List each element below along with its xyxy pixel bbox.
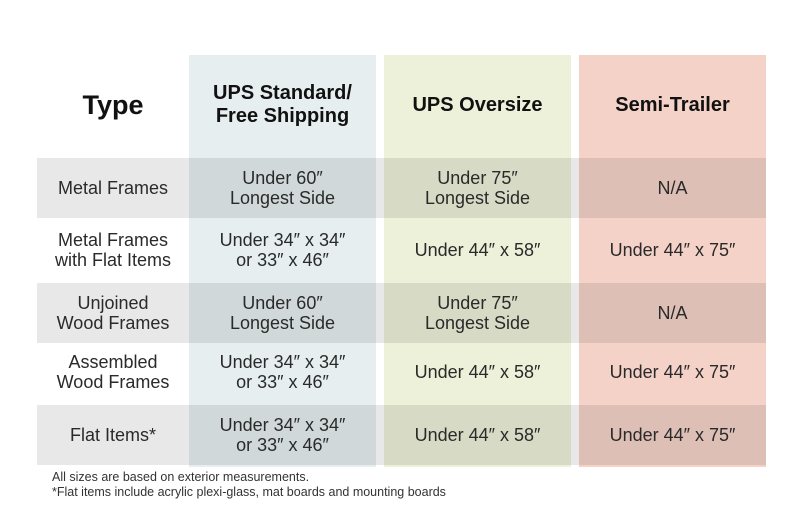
row-4-type-line1: Assembled: [68, 352, 158, 372]
row-3-type: Unjoined Wood Frames: [37, 283, 189, 343]
footnote-exterior: All sizes are based on exterior measurem…: [52, 470, 310, 484]
row-5-ups-oversize-line1: Under 44″ x 58″: [414, 425, 541, 445]
row-2-semi-trailer-line1: Under 44″ x 75″: [609, 240, 736, 260]
row-5-type-line1: Flat Items*: [69, 425, 157, 445]
row-2-ups-standard-line1: Under 34″ x 34″: [219, 230, 346, 250]
row-1-ups-standard-line1: Under 60″: [242, 168, 323, 188]
row-3-ups-oversize-line2: Longest Side: [424, 313, 531, 333]
header-type-label: Type: [82, 89, 144, 120]
footnote-flat-items: *Flat items include acrylic plexi-glass,…: [52, 485, 446, 499]
header-semi-trailer: Semi-Trailer: [579, 75, 766, 135]
row-band-3: [37, 283, 766, 343]
row-5-ups-standard-line1: Under 34″ x 34″: [219, 415, 346, 435]
row-2-ups-oversize: Under 44″ x 58″: [384, 220, 571, 280]
row-3-type-line2: Wood Frames: [56, 313, 170, 333]
row-5-ups-oversize: Under 44″ x 58″: [384, 405, 571, 465]
row-4-ups-oversize: Under 44″ x 58″: [384, 342, 571, 402]
header-ups-oversize-label: UPS Oversize: [412, 93, 543, 116]
row-1-ups-oversize: Under 75″ Longest Side: [384, 158, 571, 218]
row-3-ups-oversize: Under 75″ Longest Side: [384, 283, 571, 343]
row-1-type: Metal Frames: [37, 158, 189, 218]
row-5-ups-standard: Under 34″ x 34″ or 33″ x 46″: [189, 405, 376, 465]
row-3-semi-trailer-line1: N/A: [657, 303, 688, 323]
row-3-ups-oversize-line1: Under 75″: [437, 293, 518, 313]
ups-standard-column-bg: [189, 55, 376, 467]
header-ups-standard-line2: Free Shipping: [215, 105, 350, 127]
row-4-type-line2: Wood Frames: [56, 372, 170, 392]
semi-trailer-column-bg: [579, 55, 766, 467]
row-5-semi-trailer-line1: Under 44″ x 75″: [609, 425, 736, 445]
row-3-ups-standard: Under 60″ Longest Side: [189, 283, 376, 343]
row-1-ups-oversize-line1: Under 75″: [437, 168, 518, 188]
header-ups-standard-line1: UPS Standard/: [213, 82, 352, 104]
row-2-ups-oversize-line1: Under 44″ x 58″: [414, 240, 541, 260]
row-4-ups-standard-line1: Under 34″ x 34″: [219, 352, 346, 372]
row-5-semi-trailer: Under 44″ x 75″: [579, 405, 766, 465]
row-4-ups-standard: Under 34″ x 34″ or 33″ x 46″: [189, 342, 376, 402]
row-3-semi-trailer: N/A: [579, 283, 766, 343]
row-5-type: Flat Items*: [37, 405, 189, 465]
row-3-type-line1: Unjoined: [77, 293, 149, 313]
row-3-ups-standard-line2: Longest Side: [229, 313, 336, 333]
row-2-type-line2: with Flat Items: [54, 250, 172, 270]
row-2-ups-standard: Under 34″ x 34″ or 33″ x 46″: [189, 220, 376, 280]
row-4-ups-oversize-line1: Under 44″ x 58″: [414, 362, 541, 382]
header-ups-standard: UPS Standard/ Free Shipping: [189, 75, 376, 135]
row-1-ups-standard: Under 60″ Longest Side: [189, 158, 376, 218]
row-1-ups-oversize-line2: Longest Side: [424, 188, 531, 208]
header-semi-trailer-label: Semi-Trailer: [615, 93, 730, 116]
row-2-ups-standard-line2: or 33″ x 46″: [236, 250, 329, 270]
row-band-5: [37, 405, 766, 465]
row-3-ups-standard-line1: Under 60″: [242, 293, 323, 313]
row-4-ups-standard-line2: or 33″ x 46″: [236, 372, 329, 392]
header-type: Type: [37, 75, 189, 135]
row-5-ups-standard-line2: or 33″ x 46″: [236, 435, 329, 455]
row-2-semi-trailer: Under 44″ x 75″: [579, 220, 766, 280]
row-2-type-line1: Metal Frames: [57, 230, 169, 250]
row-2-type: Metal Frames with Flat Items: [37, 220, 189, 280]
row-4-type: Assembled Wood Frames: [37, 342, 189, 402]
row-1-ups-standard-line2: Longest Side: [229, 188, 336, 208]
row-4-semi-trailer: Under 44″ x 75″: [579, 342, 766, 402]
header-ups-oversize: UPS Oversize: [384, 75, 571, 135]
row-1-type-line1: Metal Frames: [57, 178, 169, 198]
row-4-semi-trailer-line1: Under 44″ x 75″: [609, 362, 736, 382]
ups-oversize-column-bg: [384, 55, 571, 467]
row-band-1: [37, 158, 766, 218]
row-1-semi-trailer-line1: N/A: [657, 178, 688, 198]
row-1-semi-trailer: N/A: [579, 158, 766, 218]
